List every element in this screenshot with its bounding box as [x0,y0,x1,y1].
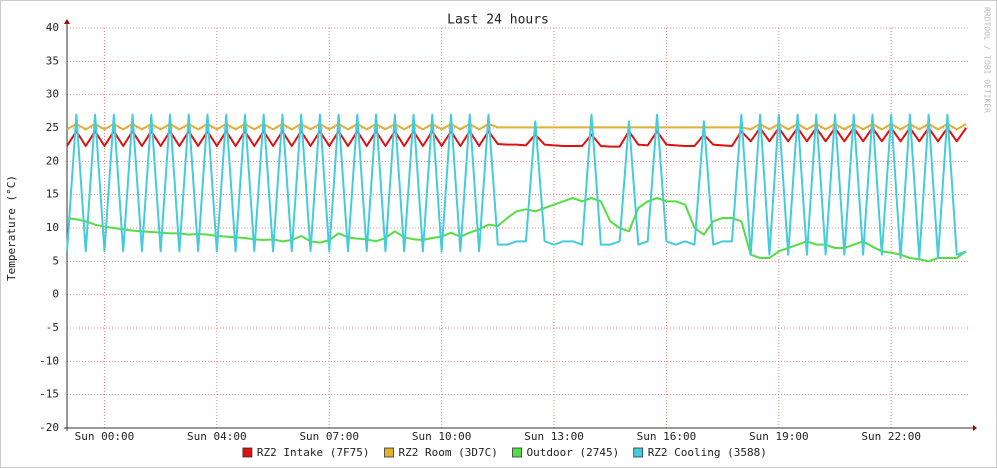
x-tick-label: Sun 22:00 [861,430,921,443]
legend-swatch [384,447,394,458]
series-line [66,113,967,259]
legend-swatch [633,447,644,458]
y-tick-label: 35 [46,54,59,67]
legend-label: RZ2 Cooling (3588) [648,446,767,459]
y-tick-label: 5 [52,254,59,267]
legend-swatch [512,447,522,458]
y-axis-label: Temperature (°C) [5,175,18,281]
x-tick-label: Sun 10:00 [412,430,472,443]
legend-label: Outdoor (2745) [527,446,620,459]
axis-arrow [973,425,977,431]
y-tick-label: 40 [46,21,59,34]
y-tick-label: 0 [52,288,59,301]
y-tick-label: 25 [46,121,59,134]
legend-label: RZ2 Room (3D7C) [399,446,498,459]
y-tick-label: 30 [46,88,59,101]
x-tick-label: Sun 07:00 [299,430,359,443]
y-tick-label: -15 [39,388,59,401]
x-tick-label: Sun 19:00 [749,430,809,443]
axis-arrow [64,19,70,24]
x-tick-label: Sun 16:00 [637,430,697,443]
y-tick-label: 10 [46,221,59,234]
legend-swatch [242,447,253,458]
y-tick-label: -10 [39,354,59,367]
x-tick-label: Sun 13:00 [524,430,584,443]
y-tick-label: -5 [46,321,59,334]
y-tick-label: 20 [46,154,59,167]
y-tick-label: -20 [39,421,59,434]
watermark: RRDTOOL / TOBI OETIKER [983,7,992,113]
x-tick-label: Sun 00:00 [75,430,135,443]
chart-title: Last 24 hours [447,13,549,28]
x-tick-label: Sun 04:00 [187,430,247,443]
legend-label: RZ2 Intake (7F75) [257,446,370,459]
series-line [66,197,967,263]
y-tick-label: 15 [46,188,59,201]
